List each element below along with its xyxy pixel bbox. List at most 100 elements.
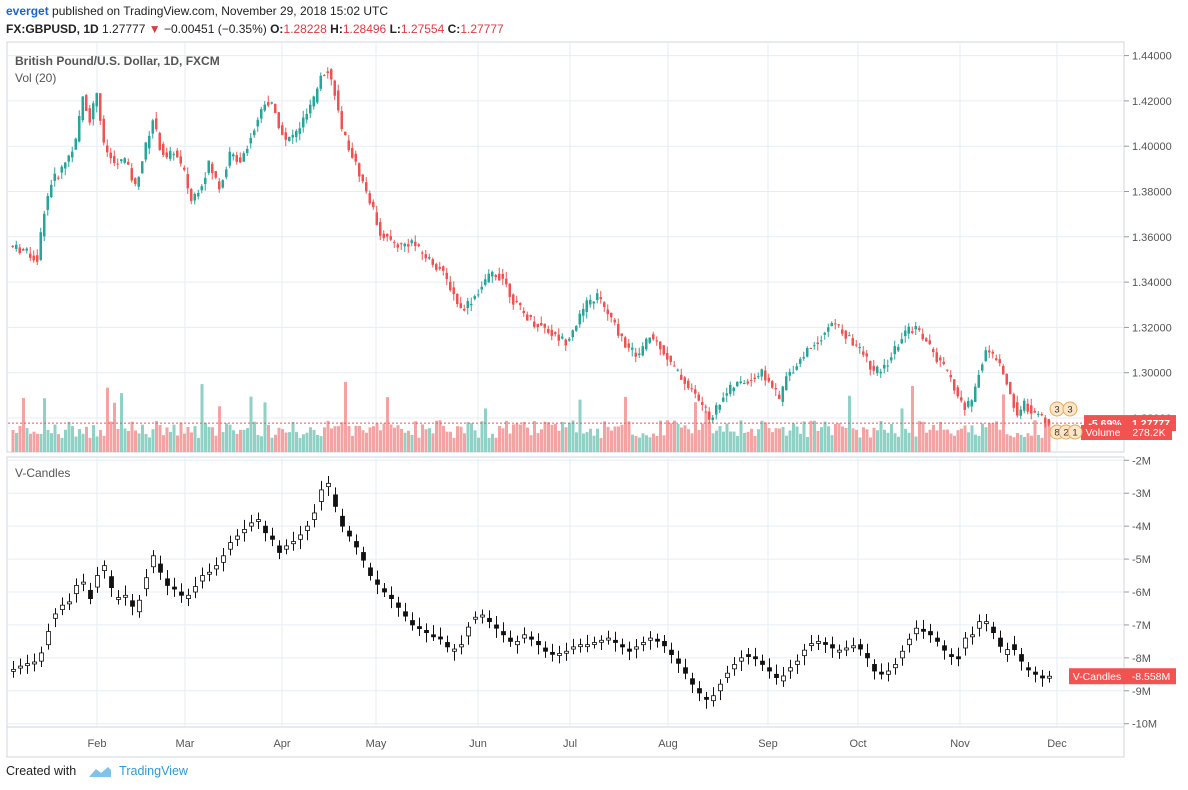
candle-body <box>442 266 445 271</box>
vcandle-body <box>193 586 198 593</box>
volume-bar <box>74 436 78 452</box>
vcandle-body <box>263 525 268 534</box>
vcandle-body <box>529 636 534 640</box>
volume-bar <box>760 420 764 452</box>
vcandle-body <box>1040 675 1045 679</box>
y-tick-label: -10M <box>1132 719 1157 731</box>
volume-bar <box>375 423 379 452</box>
candle-body <box>424 254 427 259</box>
vcandle-body <box>522 634 527 639</box>
volume-bar <box>141 424 144 452</box>
volume-bar <box>351 435 354 452</box>
volume-bar <box>802 421 806 452</box>
vcandle-body <box>347 530 352 537</box>
candle-body <box>15 244 18 249</box>
candle-body <box>918 328 921 331</box>
vcandle-body <box>662 640 667 647</box>
volume-bar <box>669 423 673 452</box>
volume-bar <box>977 435 981 452</box>
candle-body <box>603 302 606 308</box>
vcandle-body <box>67 601 72 605</box>
vcandle-body <box>641 642 646 646</box>
y-tick-label: -7M <box>1132 620 1151 632</box>
volume-bar <box>991 423 995 452</box>
candle-body <box>907 326 910 334</box>
candle-body <box>974 386 977 403</box>
y-tick-label: 1.36000 <box>1132 232 1172 244</box>
candle-body <box>956 387 959 397</box>
event-badge-icon[interactable] <box>1067 424 1083 440</box>
tradingview-link[interactable]: TradingView <box>119 764 188 778</box>
vcandle-body <box>1005 649 1010 655</box>
time-axis-frame <box>6 726 1125 758</box>
volume-bar <box>841 426 844 452</box>
volume-bar <box>981 423 984 452</box>
candle-body <box>88 108 91 123</box>
vcandle-body <box>312 512 317 520</box>
price-change: −0.00451 (−0.35%) <box>164 22 267 36</box>
candle-body <box>190 188 193 201</box>
vcandle-body <box>88 589 93 599</box>
candle-body <box>316 88 319 103</box>
volume-bar <box>11 430 15 452</box>
vcandle-body <box>669 649 674 655</box>
vcandle-body <box>1033 671 1038 675</box>
volume-bar <box>113 402 116 452</box>
vcandle-body <box>18 665 23 669</box>
volume-bar <box>844 427 848 452</box>
candle-body <box>232 154 235 157</box>
vcandle-body <box>928 631 933 636</box>
candle-body <box>760 369 763 377</box>
volume-bar <box>162 435 165 452</box>
candle-body <box>589 299 592 305</box>
candle-body <box>1012 394 1015 408</box>
candle-body <box>953 379 956 391</box>
volume-bar <box>806 436 809 452</box>
author-link[interactable]: everget <box>6 4 49 18</box>
candle-body <box>330 69 333 80</box>
vcandle-body <box>60 604 65 610</box>
y-tick-label: -8M <box>1132 653 1151 665</box>
candle-body <box>872 365 875 371</box>
volume-bar <box>414 421 417 452</box>
volume-bar <box>942 429 946 452</box>
candle-body <box>645 338 648 350</box>
volume-bar <box>855 429 858 452</box>
vcandle-body <box>935 637 940 642</box>
volume-bar <box>792 423 795 452</box>
vcandle-body <box>802 649 807 657</box>
volume-bar <box>92 425 95 452</box>
y-tick-label: 1.34000 <box>1132 277 1172 289</box>
candle-body <box>554 332 557 334</box>
vcandle-body <box>739 657 744 662</box>
candle-body <box>78 116 81 142</box>
vcandles-name-badge-label: V-Candles <box>1073 671 1121 683</box>
candle-body <box>676 369 679 371</box>
vcandle-body <box>977 621 982 629</box>
candle-body <box>914 326 917 330</box>
volume-bar <box>270 437 274 452</box>
vcandle-body <box>991 626 996 634</box>
volume-bar <box>974 434 977 452</box>
volume-name-badge-label: Volume <box>1085 427 1120 439</box>
candle-body <box>165 152 168 158</box>
event-badge-icon[interactable] <box>1062 401 1078 417</box>
vcandle-body <box>417 626 422 629</box>
candle-body <box>18 247 21 254</box>
candle-body <box>925 338 928 342</box>
candle-body <box>522 310 525 314</box>
volume-bar <box>459 426 463 452</box>
footer: Created with TradingView <box>6 764 188 778</box>
vcandle-body <box>515 640 520 646</box>
volume-bar <box>729 431 732 452</box>
vcandle-body <box>970 634 975 638</box>
volume-bar <box>624 396 627 452</box>
event-badge-label: 8 <box>1054 428 1059 439</box>
vcandle-body <box>711 695 716 702</box>
volume-bar <box>620 424 624 452</box>
candle-body <box>239 157 242 163</box>
volume-bar <box>848 395 851 452</box>
volume-bar <box>799 433 802 452</box>
candle-body <box>508 283 511 297</box>
